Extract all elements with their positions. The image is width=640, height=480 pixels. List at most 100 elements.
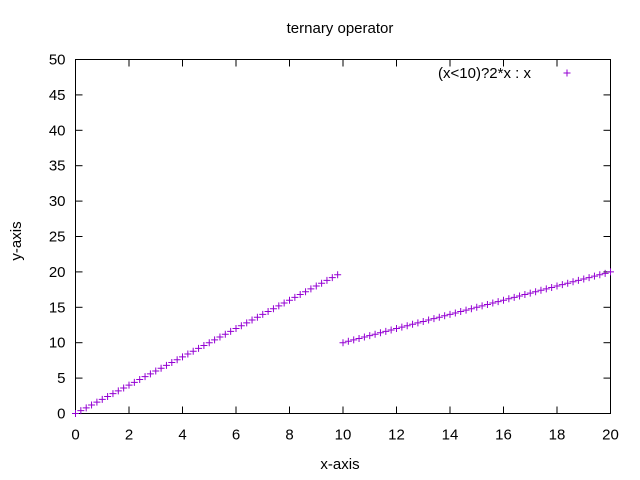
- data-point: [398, 323, 406, 331]
- data-point: [505, 295, 513, 303]
- data-point: [393, 325, 400, 333]
- data-point: [302, 288, 310, 296]
- data-point: [585, 274, 593, 282]
- data-point: [382, 327, 390, 335]
- data-point: [387, 326, 395, 334]
- data-point: [607, 268, 614, 276]
- data-point: [72, 410, 79, 417]
- data-point: [339, 339, 347, 347]
- x-tick-label: 16: [495, 427, 512, 444]
- plot-frame: [75, 59, 611, 414]
- data-point: [446, 310, 454, 318]
- data-point: [136, 376, 144, 384]
- data-point: [328, 274, 336, 282]
- data-point: [344, 337, 352, 345]
- data-point: [211, 336, 219, 344]
- data-point: [312, 282, 320, 290]
- data-point: [516, 292, 524, 300]
- data-point: [430, 315, 438, 323]
- legend-marker: [563, 69, 571, 77]
- data-point: [162, 361, 170, 369]
- data-point: [114, 387, 122, 395]
- y-tick-label: 35: [49, 158, 66, 175]
- data-point: [82, 404, 90, 412]
- data-point: [590, 272, 598, 280]
- y-tick-label: 45: [49, 87, 66, 104]
- data-point: [537, 286, 545, 294]
- data-point: [291, 293, 299, 301]
- y-ticks: 0 5 10 15 20 25 30 35 40 45 50: [49, 52, 611, 423]
- y-tick-label: 10: [49, 335, 66, 352]
- data-point: [569, 278, 577, 286]
- y-tick-label: 30: [49, 193, 66, 210]
- data-point: [146, 370, 154, 378]
- data-point: [221, 330, 229, 338]
- data-point: [457, 308, 465, 316]
- data-point: [435, 313, 443, 321]
- y-tick-label: 15: [49, 299, 66, 316]
- data-point: [264, 308, 272, 316]
- data-point: [478, 302, 486, 310]
- y-axis-label: y-axis: [8, 221, 25, 260]
- data-point: [120, 384, 128, 392]
- data-point: [318, 279, 326, 287]
- legend-marker-symbol: [563, 69, 571, 77]
- y-tick-label: 0: [57, 406, 65, 423]
- x-tick-label: 10: [335, 427, 352, 444]
- data-point: [510, 293, 518, 301]
- data-point: [130, 378, 138, 386]
- data-point: [558, 281, 566, 289]
- data-point: [500, 296, 507, 304]
- data-point: [521, 291, 529, 299]
- data-point: [483, 300, 491, 308]
- data-point: [425, 316, 433, 324]
- data-point: [77, 407, 85, 415]
- data-point: [355, 334, 363, 342]
- x-tick-label: 8: [285, 427, 293, 444]
- x-tick-label: 14: [442, 427, 459, 444]
- data-point: [179, 353, 186, 361]
- data-point: [462, 306, 470, 314]
- data-point: [253, 313, 261, 321]
- data-point: [307, 285, 315, 293]
- data-point: [494, 298, 502, 306]
- data-point: [419, 317, 427, 325]
- data-point: [360, 333, 368, 341]
- data-point: [526, 289, 534, 297]
- data-point: [580, 275, 588, 283]
- y-tick-label: 40: [49, 122, 66, 139]
- data-point: [93, 398, 101, 406]
- data-point: [371, 330, 379, 338]
- data-point: [275, 302, 283, 310]
- data-point: [259, 310, 267, 318]
- x-tick-label: 6: [232, 427, 240, 444]
- data-point: [564, 279, 572, 287]
- data-point: [109, 390, 117, 398]
- data-point: [173, 356, 181, 364]
- data-point: [216, 333, 224, 341]
- series-points: [72, 268, 614, 417]
- data-point: [467, 305, 475, 313]
- data-point: [227, 327, 235, 335]
- data-point: [532, 288, 540, 296]
- data-point: [574, 276, 582, 284]
- x-ticks: 0 2 4 6 8 10 12 14 16 18 20: [71, 59, 619, 444]
- data-point: [409, 320, 417, 328]
- data-point: [451, 309, 459, 317]
- x-tick-label: 12: [388, 427, 405, 444]
- data-point: [232, 325, 240, 333]
- data-point: [98, 395, 106, 403]
- data-point: [157, 364, 165, 372]
- data-point: [243, 319, 251, 327]
- data-point: [280, 299, 288, 307]
- data-point: [323, 276, 331, 284]
- data-point: [237, 322, 245, 330]
- data-point: [248, 316, 256, 324]
- x-axis-label: x-axis: [320, 456, 359, 473]
- data-point: [350, 336, 358, 344]
- x-tick-label: 4: [178, 427, 186, 444]
- data-point: [184, 350, 192, 358]
- data-point: [548, 283, 556, 291]
- data-point: [269, 305, 277, 313]
